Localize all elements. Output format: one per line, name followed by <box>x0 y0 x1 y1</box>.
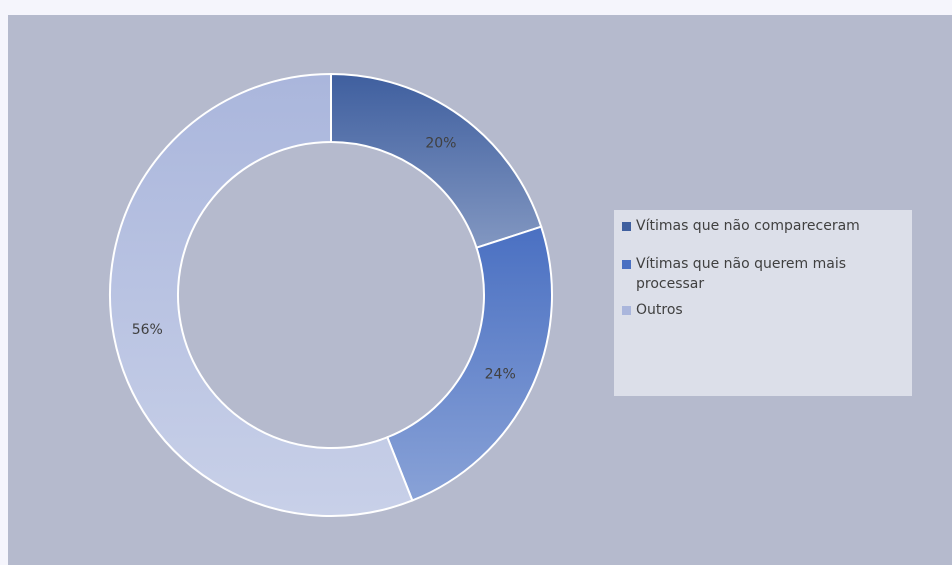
legend-label: Vítimas que não compareceram <box>636 218 860 234</box>
legend-label: Outros <box>636 302 683 318</box>
chart-area: 20% 24% 56% Vítimas que não compareceram Ví… <box>8 15 952 565</box>
data-label: 20% <box>425 136 456 152</box>
legend-entry: Vítimas que não compareceram <box>622 216 906 236</box>
donut-slice <box>330 72 543 249</box>
donut-slice <box>109 72 414 517</box>
legend-swatch <box>622 260 631 269</box>
legend-swatch <box>622 306 631 315</box>
data-label: 24% <box>485 367 516 383</box>
legend-swatch <box>622 222 631 231</box>
legend-entry: Vítimas que não querem mais processar <box>622 254 906 294</box>
chart: 20% 24% 56% <box>109 72 553 517</box>
legend-entry: Outros <box>622 300 906 320</box>
legend-label: Vítimas que não querem mais processar <box>636 256 847 292</box>
legend: Vítimas que não compareceram Vítimas que … <box>614 210 912 396</box>
data-label: 56% <box>132 322 163 338</box>
donut-slice <box>386 225 553 502</box>
